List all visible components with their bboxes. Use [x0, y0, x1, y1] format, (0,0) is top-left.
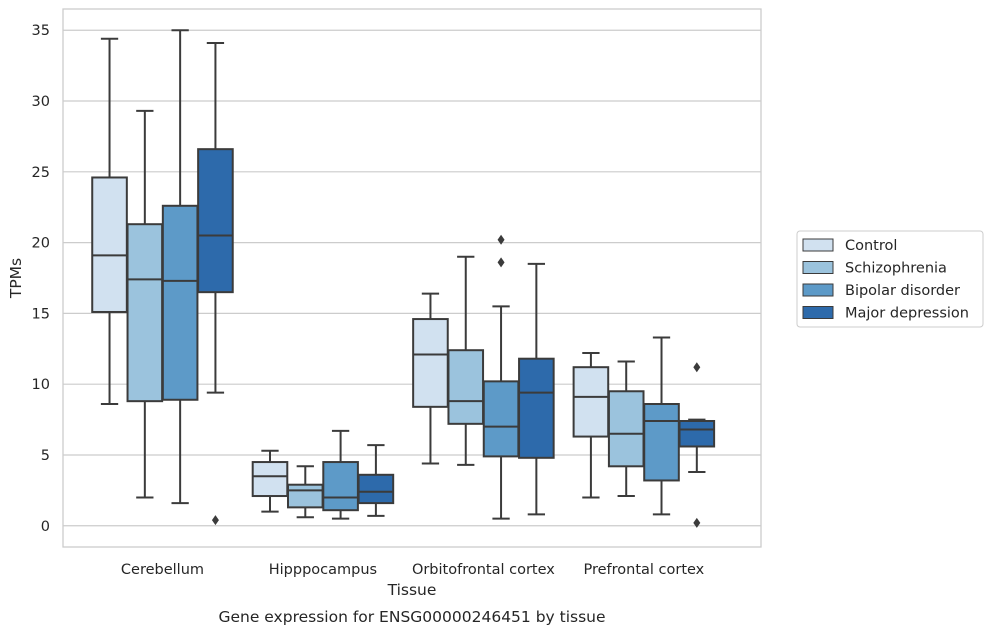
y-tick-label: 0: [41, 519, 50, 535]
box-bipolar-disorder: [161, 29, 199, 505]
x-tick-labels: Cerebellum Hipppocampus Orbitofrontal cort…: [121, 562, 705, 578]
legend-swatch: [802, 283, 834, 297]
y-tick-label: 20: [32, 236, 50, 252]
figure-caption: Gene expression for ENSG00000246451 by t…: [218, 608, 605, 626]
y-tick-labels: 0 5 10 15 20 25 30 35: [32, 23, 50, 535]
box-body: [572, 366, 610, 438]
box-body: [447, 349, 485, 425]
x-tick-label: Hipppocampus: [269, 562, 377, 578]
box-body: [643, 403, 680, 482]
box-major-depression: [518, 262, 555, 516]
legend-item-bipolar-disorder: Bipolar disorder: [802, 283, 960, 299]
outlier-point: [693, 362, 701, 373]
legend-swatch: [802, 238, 834, 252]
y-tick-label: 5: [41, 448, 50, 464]
x-tick-label: Cerebellum: [121, 562, 204, 578]
box-body: [678, 419, 716, 448]
box-body: [482, 380, 520, 458]
box-body: [412, 318, 449, 408]
legend-label: Schizophrenia: [845, 261, 947, 277]
box-bipolar-disorder: [643, 336, 680, 516]
box-body: [607, 390, 645, 468]
box-body: [197, 148, 234, 294]
y-tick-label: 15: [32, 306, 50, 322]
outlier-point: [211, 515, 219, 526]
y-tick-label: 10: [32, 377, 50, 393]
box-schizophrenia: [286, 465, 324, 519]
box-control: [251, 449, 289, 513]
outlier-point: [497, 234, 505, 245]
box-body: [286, 483, 324, 509]
y-tick-label: 30: [32, 94, 50, 110]
legend-label: Major depression: [845, 306, 969, 322]
box-major-depression: [357, 444, 395, 517]
box-body: [91, 176, 128, 313]
legend-item-control: Control: [802, 238, 897, 254]
box-major-depression: [678, 362, 716, 528]
box-schizophrenia: [447, 255, 485, 466]
box-bipolar-disorder: [482, 234, 520, 520]
box-body: [251, 461, 289, 498]
legend-label: Bipolar disorder: [845, 283, 960, 299]
box-schizophrenia: [607, 360, 645, 498]
box-body: [126, 223, 164, 403]
legend-item-schizophrenia: Schizophrenia: [802, 261, 947, 277]
outlier-point: [497, 257, 505, 268]
box-major-depression: [197, 41, 234, 526]
legend-swatch: [802, 261, 834, 274]
y-axis-label: TPMs: [7, 258, 25, 299]
y-tick-label: 25: [32, 165, 50, 181]
box-control: [412, 292, 449, 465]
box-bipolar-disorder: [322, 429, 359, 520]
legend-item-major-depression: Major depression: [802, 306, 969, 322]
x-axis-label: Tissue: [387, 581, 437, 599]
legend-swatch: [802, 306, 834, 319]
box-body: [322, 461, 359, 512]
legend-frame: [796, 230, 984, 328]
box-body: [161, 204, 199, 401]
x-tick-label: Prefrontal cortex: [583, 562, 704, 578]
box-body: [357, 473, 395, 505]
outlier-point: [693, 517, 701, 528]
boxes: [91, 29, 716, 528]
box-control: [572, 352, 610, 499]
box-control: [91, 37, 128, 406]
x-tick-label: Orbitofrontal cortex: [412, 562, 555, 578]
legend-label: Control: [845, 238, 897, 254]
box-schizophrenia: [126, 109, 164, 499]
legend: Control Schizophrenia Bipolar disorder Majo…: [796, 230, 984, 328]
plot-area-frame: [62, 8, 762, 548]
box-body: [518, 357, 555, 459]
y-tick-label: 35: [32, 23, 50, 39]
